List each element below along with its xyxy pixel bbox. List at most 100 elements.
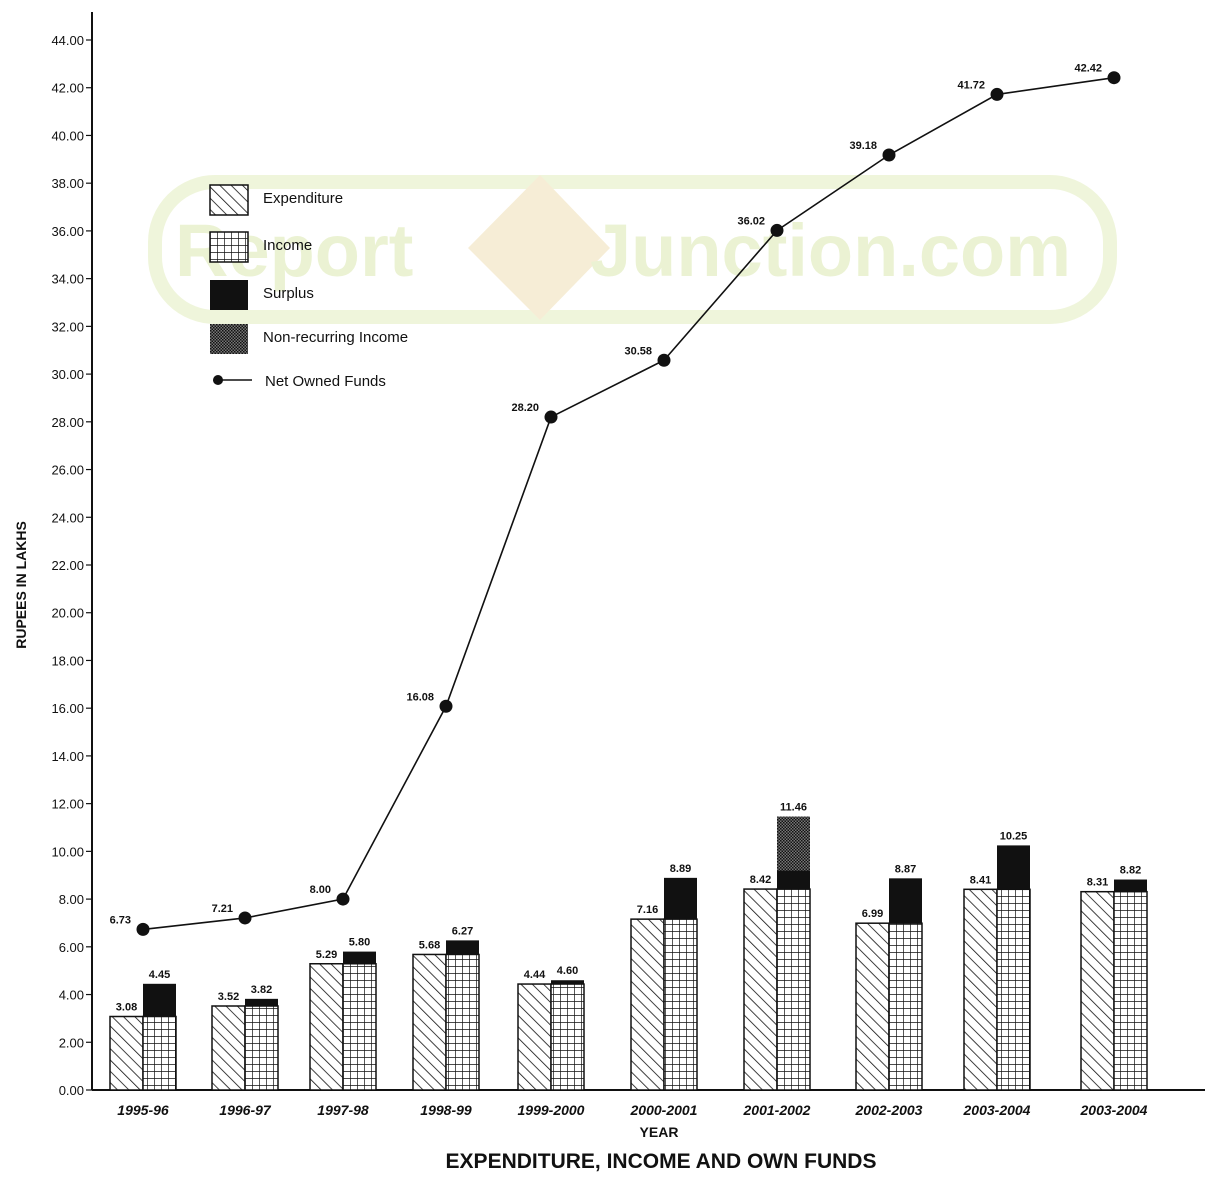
y-tick-label: 22.00 (51, 558, 84, 573)
surplus-bar (777, 870, 810, 890)
net-owned-funds-point (439, 699, 453, 713)
expenditure-value-label: 5.68 (419, 939, 440, 951)
income-value-label: 10.25 (1000, 830, 1028, 842)
expenditure-bar (412, 953, 447, 1091)
surplus-bar (446, 940, 479, 955)
surplus-bar (245, 998, 278, 1006)
net-owned-funds-point (1107, 71, 1121, 85)
expenditure-bar (211, 1005, 246, 1091)
y-tick-label: 38.00 (51, 176, 84, 191)
net-owned-funds-point (544, 410, 558, 424)
surplus-bar (1114, 879, 1147, 892)
expenditure-value-label: 3.08 (116, 1002, 137, 1014)
y-tick-label: 16.00 (51, 701, 84, 716)
y-tick-label: 36.00 (51, 224, 84, 239)
income-bar (776, 888, 811, 1091)
income-bar (244, 1005, 279, 1091)
income-value-label: 4.45 (149, 969, 170, 981)
y-tick-label: 0.00 (59, 1083, 84, 1098)
expenditure-value-label: 7.16 (637, 904, 658, 916)
income-value-label: 5.80 (349, 937, 370, 949)
expenditure-bar (743, 888, 778, 1091)
legend-surplus-label: Surplus (263, 285, 314, 302)
y-tick-label: 14.00 (51, 749, 84, 764)
x-category-label: 1998-99 (420, 1102, 472, 1118)
net-owned-funds-point (990, 87, 1004, 101)
y-tick-label: 20.00 (51, 606, 84, 621)
x-category-label: 2002-2003 (855, 1102, 923, 1118)
y-tick-label: 32.00 (51, 319, 84, 334)
y-tick-label: 44.00 (51, 33, 84, 48)
y-tick-label: 26.00 (51, 463, 84, 478)
net-owned-funds-value-label: 28.20 (511, 402, 539, 414)
expenditure-bar (855, 922, 890, 1091)
legend-surplus-swatch (210, 280, 248, 310)
income-value-label: 4.60 (557, 965, 578, 977)
net-owned-funds-value-label: 41.72 (957, 79, 985, 91)
expenditure-bar (109, 1015, 144, 1091)
expenditure-value-label: 8.31 (1087, 877, 1108, 889)
surplus-bar (551, 980, 584, 985)
y-tick-label: 34.00 (51, 272, 84, 287)
legend-non-recurring-label: Non-recurring Income (263, 329, 408, 346)
y-axis-title: RUPEES IN LAKHS (13, 521, 29, 649)
surplus-bar (143, 983, 176, 1017)
net-owned-funds-value-label: 7.21 (212, 903, 233, 915)
surplus-bar (889, 878, 922, 924)
x-category-label: 1995-96 (117, 1102, 169, 1118)
expenditure-bar (963, 888, 998, 1091)
income-bar (996, 888, 1031, 1091)
y-tick-label: 40.00 (51, 128, 84, 143)
net-owned-funds-line: 6.73 7.21 8.00 16.08 28.20 30.58 36.02 39.18 41.… (110, 63, 1121, 936)
x-axis-title: YEAR (640, 1124, 679, 1140)
income-value-label: 3.82 (251, 984, 272, 996)
y-tick-label: 8.00 (59, 892, 84, 907)
expenditure-value-label: 8.42 (750, 874, 771, 886)
y-tick-labels: 0.00 2.00 4.00 6.00 8.00 10.00 12.00 14.00 16.00… (51, 33, 92, 1098)
y-tick-label: 10.00 (51, 844, 84, 859)
income-bar (888, 922, 923, 1091)
x-category-label: 1999-2000 (518, 1102, 585, 1118)
x-category-label: 2003-2004 (1080, 1102, 1148, 1118)
net-owned-funds-value-label: 8.00 (310, 884, 331, 896)
expenditure-value-label: 3.52 (218, 991, 239, 1003)
x-category-labels: 1995-96 1996-97 1997-98 1998-99 1999-2000 200… (117, 1102, 1147, 1118)
net-owned-funds-value-label: 30.58 (624, 345, 652, 357)
income-bar (445, 953, 480, 1091)
income-bar (142, 1015, 177, 1091)
income-value-label: 8.87 (895, 863, 916, 875)
legend-income-label: Income (263, 237, 312, 254)
net-owned-funds-value-label: 6.73 (110, 914, 131, 926)
x-category-label: 2001-2002 (743, 1102, 811, 1118)
legend-expenditure-swatch (209, 184, 249, 216)
expenditure-bar (1080, 890, 1115, 1091)
expenditure-value-label: 8.41 (970, 874, 991, 886)
legend-expenditure-label: Expenditure (263, 190, 343, 207)
legend-income-swatch (209, 231, 249, 263)
income-bar (342, 963, 377, 1091)
income-bar (550, 983, 585, 1091)
x-category-label: 2003-2004 (963, 1102, 1031, 1118)
net-owned-funds-value-label: 16.08 (406, 691, 434, 703)
expenditure-bar (309, 963, 344, 1091)
income-bar (663, 918, 698, 1091)
y-tick-label: 4.00 (59, 988, 84, 1003)
y-tick-label: 30.00 (51, 367, 84, 382)
x-category-label: 2000-2001 (630, 1102, 698, 1118)
non-recurring-value-label: 11.46 (780, 802, 807, 814)
y-tick-label: 2.00 (59, 1035, 84, 1050)
income-bar (1113, 890, 1148, 1091)
y-tick-label: 12.00 (51, 797, 84, 812)
non-recurring-income-bar (777, 816, 810, 871)
legend-net-owned-marker (213, 375, 223, 385)
income-value-label: 6.27 (452, 925, 473, 937)
expenditure-bar (517, 983, 552, 1091)
surplus-bar (343, 951, 376, 964)
y-tick-label: 24.00 (51, 510, 84, 525)
y-tick-label: 28.00 (51, 415, 84, 430)
net-owned-funds-value-label: 42.42 (1074, 63, 1102, 75)
net-owned-funds-point (238, 911, 252, 925)
y-tick-label: 6.00 (59, 940, 84, 955)
watermark-diamond-icon (468, 175, 610, 320)
